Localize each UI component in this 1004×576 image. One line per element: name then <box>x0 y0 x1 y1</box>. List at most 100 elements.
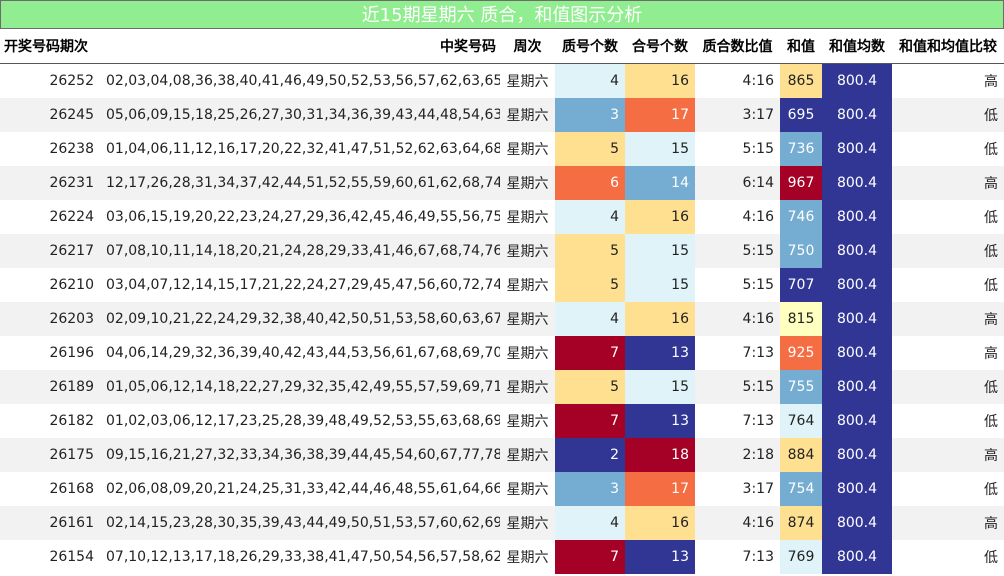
cell-comparison: 低 <box>892 234 1004 268</box>
cell-ratio: 2:18 <box>695 438 780 472</box>
cell-composite-count: 15 <box>625 132 695 166</box>
cell-composite-count: 15 <box>625 234 695 268</box>
cell-weekday: 星期六 <box>500 506 555 540</box>
cell-issue: 26203 <box>0 302 100 336</box>
cell-ratio: 7:13 <box>742 549 774 565</box>
cell-numbers: 03,04,07,12,14,15,17,21,22,24,27,29,45,4… <box>106 277 500 293</box>
cell-ratio: 4:16 <box>742 73 774 89</box>
col-header-prime-count[interactable]: 质号个数 <box>555 29 625 64</box>
cell-sum: 764 <box>780 404 822 438</box>
cell-ratio: 5:15 <box>742 141 774 157</box>
cell-comparison: 低 <box>984 414 998 430</box>
cell-numbers: 01,04,06,11,12,16,17,20,22,32,41,47,51,5… <box>106 141 500 157</box>
cell-ratio: 7:13 <box>742 345 774 361</box>
cell-numbers: 01,05,06,12,14,18,22,27,29,32,35,42,49,5… <box>100 370 500 404</box>
cell-average: 800.4 <box>822 404 892 438</box>
cell-issue: 26210 <box>49 277 94 293</box>
table-row: 26210 03,04,07,12,14,15,17,21,22,24,27,29… <box>0 268 1004 302</box>
cell-average: 800.4 <box>822 98 892 132</box>
cell-average: 800.4 <box>822 63 892 98</box>
cell-numbers: 02,06,08,09,20,21,24,25,31,33,42,44,46,4… <box>106 481 500 497</box>
cell-numbers: 05,06,09,15,18,25,26,27,30,31,34,36,39,4… <box>100 98 500 132</box>
cell-composite-count: 17 <box>625 98 695 132</box>
cell-prime-count: 7 <box>555 336 625 370</box>
cell-average: 800.4 <box>822 336 892 370</box>
cell-average: 800.4 <box>822 302 892 336</box>
col-header-composite-count[interactable]: 合号个数 <box>625 29 695 64</box>
table-row: 26182 01,02,03,06,12,17,23,25,28,39,48,49… <box>0 404 1004 438</box>
cell-comparison: 高 <box>984 346 998 362</box>
cell-numbers: 02,09,10,21,22,24,29,32,38,40,42,50,51,5… <box>100 302 500 336</box>
cell-average: 800.4 <box>822 472 892 506</box>
col-header-sum[interactable]: 和值 <box>780 29 822 64</box>
cell-ratio: 3:17 <box>695 98 780 132</box>
cell-prime-count: 6 <box>555 166 625 200</box>
cell-weekday: 星期六 <box>500 234 555 268</box>
cell-prime-count: 2 <box>555 438 625 472</box>
cell-comparison: 低 <box>892 370 1004 404</box>
cell-prime-count: 3 <box>555 98 625 132</box>
cell-sum: 754 <box>780 472 822 506</box>
cell-weekday: 星期六 <box>500 98 555 132</box>
cell-weekday: 星期六 <box>506 550 549 566</box>
cell-prime-count: 7 <box>555 404 625 438</box>
cell-numbers: 03,06,15,19,20,22,23,24,27,29,36,42,45,4… <box>106 209 500 225</box>
cell-sum: 769 <box>780 540 822 574</box>
cell-prime-count: 7 <box>555 540 625 574</box>
col-header-numbers[interactable]: 中奖号码 <box>100 29 500 64</box>
cell-prime-count: 5 <box>555 234 625 268</box>
cell-prime-count: 5 <box>555 132 625 166</box>
cell-issue: 26161 <box>0 506 100 540</box>
cell-comparison: 高 <box>892 438 1004 472</box>
cell-weekday: 星期六 <box>500 438 555 472</box>
cell-issue: 26252 <box>49 73 94 89</box>
cell-prime-count: 3 <box>555 472 625 506</box>
cell-average: 800.4 <box>822 370 892 404</box>
col-header-average[interactable]: 和值均数 <box>822 29 892 64</box>
cell-composite-count: 18 <box>625 438 695 472</box>
cell-numbers: 04,06,14,29,32,36,39,40,42,43,44,53,56,6… <box>106 345 500 361</box>
table-row: 26231 12,17,26,28,31,34,37,42,44,51,52,55… <box>0 166 1004 200</box>
cell-sum: 736 <box>780 132 822 166</box>
cell-issue: 26154 <box>49 549 94 565</box>
cell-prime-count: 5 <box>555 370 625 404</box>
table-row: 26154 07,10,12,13,17,18,26,29,33,38,41,47… <box>0 540 1004 574</box>
cell-prime-count: 4 <box>555 200 625 234</box>
cell-issue: 26231 <box>0 166 100 200</box>
cell-average: 800.4 <box>822 234 892 268</box>
page-title: 近15期星期六 质合，和值图示分析 <box>0 0 1004 29</box>
cell-sum: 750 <box>780 234 822 268</box>
cell-numbers: 12,17,26,28,31,34,37,42,44,51,52,55,59,6… <box>100 166 500 200</box>
cell-composite-count: 13 <box>625 336 695 370</box>
cell-composite-count: 16 <box>625 302 695 336</box>
table-row: 26175 09,15,16,21,27,32,33,34,36,38,39,44… <box>0 438 1004 472</box>
table-row: 26217 07,08,10,11,14,18,20,21,24,28,29,33… <box>0 234 1004 268</box>
cell-comparison: 高 <box>984 74 998 90</box>
col-header-issue[interactable]: 开奖号码期次 <box>0 29 100 64</box>
cell-weekday: 星期六 <box>500 302 555 336</box>
cell-ratio: 5:15 <box>695 370 780 404</box>
cell-sum: 815 <box>780 302 822 336</box>
cell-ratio: 7:13 <box>742 413 774 429</box>
cell-comparison: 低 <box>984 142 998 158</box>
col-header-ratio[interactable]: 质合数比值 <box>695 29 780 64</box>
cell-comparison: 低 <box>984 550 998 566</box>
col-header-weekday[interactable]: 周次 <box>500 29 555 64</box>
cell-ratio: 5:15 <box>695 234 780 268</box>
cell-issue: 26182 <box>49 413 94 429</box>
cell-sum: 865 <box>780 63 822 98</box>
table-row: 26245 05,06,09,15,18,25,26,27,30,31,34,36… <box>0 98 1004 132</box>
col-header-comparison[interactable]: 和值和均值比较 <box>892 29 1004 64</box>
cell-weekday: 星期六 <box>506 346 549 362</box>
cell-issue: 26189 <box>0 370 100 404</box>
table-row: 26238 01,04,06,11,12,16,17,20,22,32,41,47… <box>0 132 1004 166</box>
cell-comparison: 高 <box>892 302 1004 336</box>
cell-average: 800.4 <box>822 132 892 166</box>
cell-ratio: 6:14 <box>695 166 780 200</box>
cell-sum: 874 <box>780 506 822 540</box>
cell-weekday: 星期六 <box>506 482 549 498</box>
cell-sum: 695 <box>780 98 822 132</box>
table-row: 26224 03,06,15,19,20,22,23,24,27,29,36,42… <box>0 200 1004 234</box>
cell-ratio: 4:16 <box>695 302 780 336</box>
cell-composite-count: 13 <box>625 404 695 438</box>
